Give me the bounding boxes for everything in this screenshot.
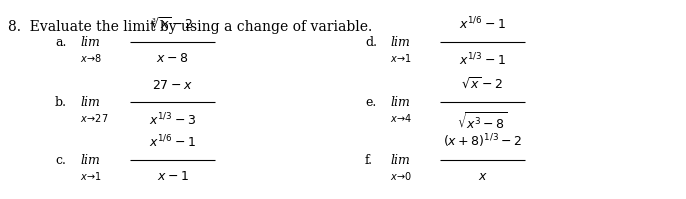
Text: lim: lim	[390, 96, 410, 108]
Text: $x\!\to\!1$: $x\!\to\!1$	[80, 170, 102, 182]
Text: $27 - x$: $27 - x$	[152, 79, 193, 92]
Text: lim: lim	[80, 35, 100, 49]
Text: e.: e.	[365, 96, 376, 108]
Text: $\sqrt{x^3 - 8}$: $\sqrt{x^3 - 8}$	[458, 112, 508, 133]
Text: $\sqrt[3]{x} - 2$: $\sqrt[3]{x} - 2$	[152, 17, 193, 32]
Text: c.: c.	[55, 153, 66, 167]
Text: $x\!\to\!0$: $x\!\to\!0$	[390, 170, 412, 182]
Text: lim: lim	[80, 96, 100, 108]
Text: $x - 1$: $x - 1$	[156, 170, 189, 183]
Text: d.: d.	[365, 35, 377, 49]
Text: $x\!\to\!4$: $x\!\to\!4$	[390, 112, 412, 124]
Text: a.: a.	[55, 35, 67, 49]
Text: lim: lim	[80, 153, 100, 167]
Text: $x\!\to\!8$: $x\!\to\!8$	[80, 52, 102, 64]
Text: $(x + 8)^{1/3} - 2$: $(x + 8)^{1/3} - 2$	[443, 132, 522, 150]
Text: b.: b.	[55, 96, 67, 108]
Text: $x$: $x$	[477, 170, 488, 183]
Text: f.: f.	[365, 153, 373, 167]
Text: 8.  Evaluate the limit by using a change of variable.: 8. Evaluate the limit by using a change …	[8, 20, 372, 34]
Text: $x^{1/6} - 1$: $x^{1/6} - 1$	[459, 15, 506, 32]
Text: $x - 8$: $x - 8$	[156, 52, 189, 65]
Text: $x^{1/6} - 1$: $x^{1/6} - 1$	[149, 133, 196, 150]
Text: $x^{1/3} - 3$: $x^{1/3} - 3$	[149, 112, 196, 129]
Text: lim: lim	[390, 35, 410, 49]
Text: $x\!\to\!27$: $x\!\to\!27$	[80, 112, 108, 124]
Text: $x^{1/3} - 1$: $x^{1/3} - 1$	[459, 52, 506, 69]
Text: $x\!\to\!1$: $x\!\to\!1$	[390, 52, 412, 64]
Text: $\sqrt{x} - 2$: $\sqrt{x} - 2$	[461, 77, 504, 92]
Text: lim: lim	[390, 153, 410, 167]
